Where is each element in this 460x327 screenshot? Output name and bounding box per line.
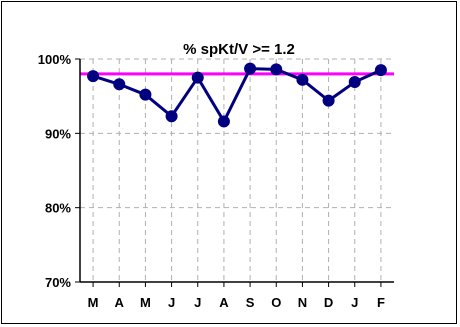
- y-tick-label: 90%: [45, 126, 71, 141]
- data-point: [296, 73, 309, 86]
- x-tick-label: J: [194, 295, 201, 310]
- data-point: [270, 63, 283, 76]
- x-tick-label: J: [168, 295, 175, 310]
- chart-title: % spKt/V >= 1.2: [183, 41, 295, 58]
- data-point: [322, 94, 335, 107]
- x-tick-label: O: [271, 295, 281, 310]
- y-tick-label: 100%: [38, 52, 72, 67]
- axes: 70%80%90%100%M A M J J A S O N D J F: [38, 52, 394, 310]
- data-point: [87, 70, 100, 83]
- data-point: [139, 88, 152, 101]
- x-tick-label: M: [140, 295, 151, 310]
- data-point: [217, 115, 230, 128]
- data-point: [113, 78, 126, 91]
- x-tick-label: N: [298, 295, 307, 310]
- x-tick-label: J: [351, 295, 358, 310]
- x-tick-label: M: [88, 295, 99, 310]
- data-point: [374, 64, 387, 77]
- y-tick-label: 80%: [45, 201, 71, 216]
- x-tick-label: A: [115, 295, 125, 310]
- data-point: [348, 76, 361, 89]
- series-line: [92, 67, 382, 123]
- x-tick-label: F: [377, 295, 385, 310]
- data-point: [165, 110, 178, 123]
- x-tick-label: D: [324, 295, 333, 310]
- x-tick-label: A: [219, 295, 229, 310]
- series-layer: [87, 62, 387, 128]
- data-point: [244, 62, 257, 75]
- data-point: [191, 71, 204, 84]
- x-tick-label: S: [246, 295, 255, 310]
- y-tick-label: 70%: [45, 275, 71, 290]
